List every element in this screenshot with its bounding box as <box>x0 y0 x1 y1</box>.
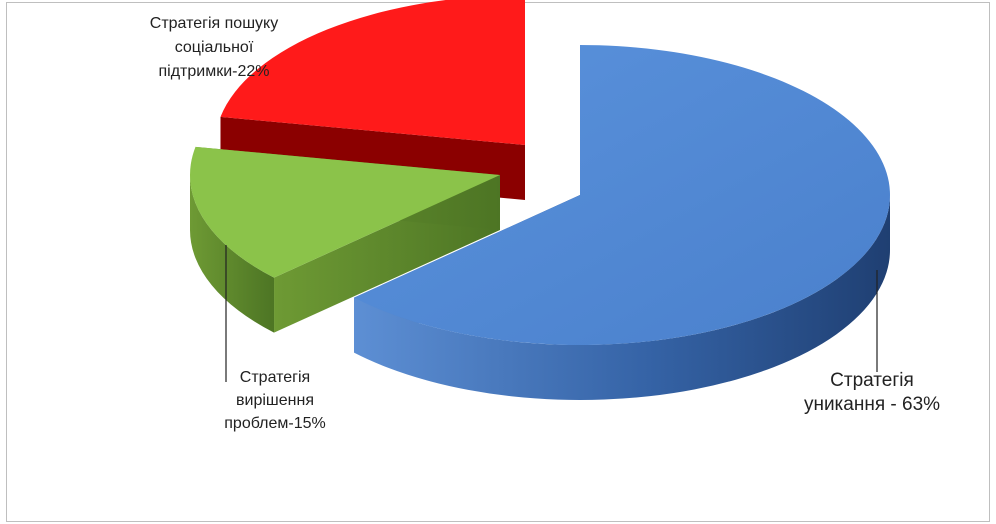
data-label: Стратегія уникання - 63% <box>804 370 940 415</box>
slice-side <box>190 175 275 333</box>
data-label: Стратегія вирішення проблем-15% <box>224 369 326 432</box>
slice-top <box>189 146 500 278</box>
data-label: Стратегія пошуку соціальної підтримки-22% <box>150 15 278 80</box>
slice-top <box>354 45 890 345</box>
slice-side <box>354 195 890 401</box>
slice-top <box>220 0 525 145</box>
